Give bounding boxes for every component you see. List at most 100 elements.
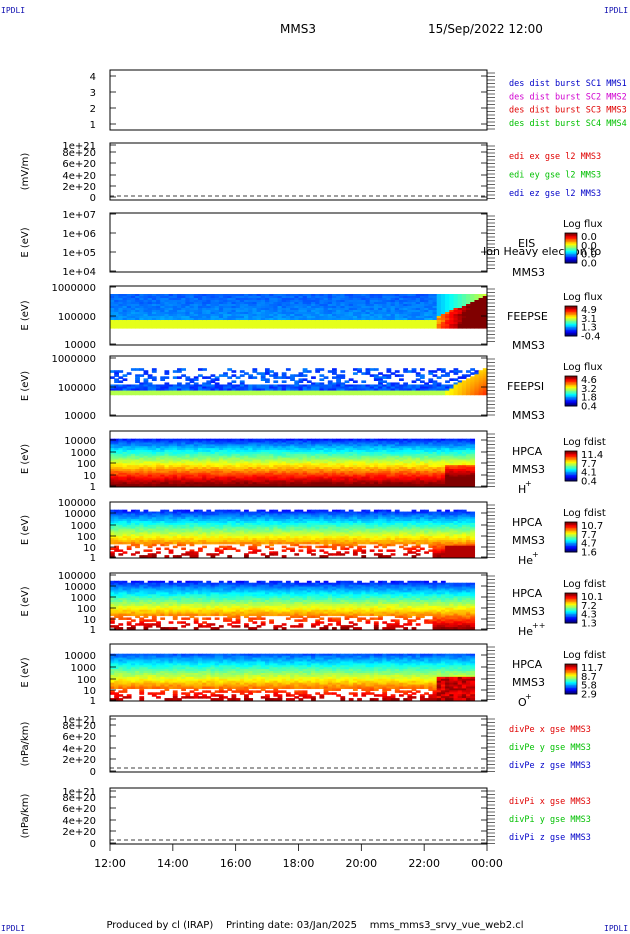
spectrogram-cell (461, 382, 467, 386)
spectrogram-cell (118, 300, 124, 303)
spectrogram-cell (419, 320, 425, 323)
spectrogram-cell (260, 322, 266, 325)
spectrogram-cell (361, 465, 367, 468)
spectrogram-cell (273, 386, 279, 390)
spectrogram-cell (386, 444, 392, 447)
spectrogram-cell (407, 322, 413, 325)
spectrogram-cell (445, 388, 450, 392)
spectrogram-cell (181, 470, 186, 474)
spectrogram-cell (126, 455, 132, 459)
spectrogram-cell (298, 478, 304, 481)
spectrogram-cell (273, 470, 279, 474)
spectrogram-cell (461, 480, 467, 483)
spectrogram-cell (311, 478, 316, 481)
spectrogram-cell (432, 294, 438, 297)
spectrogram-cell (135, 388, 140, 392)
spectrogram-cell (453, 308, 459, 311)
spectrogram-cell (290, 440, 295, 444)
spectrogram-cell (294, 308, 300, 311)
spectrogram-cell (114, 459, 119, 462)
spectrogram-cell (256, 444, 262, 447)
spectrogram-cell (218, 461, 224, 464)
spectrogram-cell (352, 392, 358, 396)
spectrogram-cell (172, 476, 178, 480)
spectrogram-cell (419, 296, 425, 299)
spectrogram-cell (457, 310, 463, 313)
spectrogram-cell (122, 388, 128, 392)
spectrogram-cell (357, 392, 362, 396)
spectrogram-cell (327, 446, 333, 449)
spectrogram-cell (319, 457, 325, 461)
spectrogram-cell (340, 382, 346, 386)
spectrogram-cell (126, 459, 132, 462)
spectrogram-cell (357, 312, 362, 315)
spectrogram-cell (348, 384, 354, 388)
spectrogram-cell (327, 467, 333, 470)
spectrogram-cell (151, 461, 157, 464)
spectrogram-cell (382, 314, 388, 317)
spectrogram-cell (218, 459, 224, 462)
spectrogram-cell (285, 306, 291, 309)
spectrogram-cell (411, 296, 417, 299)
spectrogram-cell (160, 519, 166, 522)
spectrogram-cell (189, 478, 195, 481)
spectrogram-cell (130, 513, 136, 516)
spectrogram-cell (394, 453, 400, 457)
spectrogram-cell (436, 314, 442, 317)
spectrogram-cell (470, 304, 476, 307)
spectrogram-cell (177, 438, 182, 442)
spectrogram-cell (164, 453, 170, 457)
spectrogram-cell (147, 545, 153, 549)
spectrogram-cell (264, 468, 270, 472)
spectrogram-cell (206, 476, 212, 480)
spectrogram-cell (336, 465, 341, 468)
spectrogram-cell (118, 509, 124, 513)
spectrogram-cell (189, 457, 195, 461)
spectrogram-cell (319, 472, 325, 476)
spectrogram-cell (151, 530, 157, 533)
spectrogram-cell (357, 298, 362, 301)
spectrogram-cell (415, 318, 421, 321)
spectrogram-cell (143, 384, 149, 388)
spectrogram-cell (428, 457, 434, 461)
spectrogram-cell (390, 326, 396, 329)
spectrogram-cell (373, 308, 379, 311)
spectrogram-cell (378, 306, 383, 309)
spectrogram-cell (218, 440, 224, 444)
spectrogram-cell (457, 457, 463, 461)
spectrogram-cell (143, 451, 149, 455)
spectrogram-cell (168, 484, 174, 487)
spectrogram-cell (369, 467, 375, 470)
spectrogram-cell (332, 390, 337, 394)
spectrogram-cell (390, 298, 396, 301)
spectrogram-cell (239, 386, 245, 390)
spectrogram-cell (394, 476, 400, 480)
spectrogram-cell (264, 453, 270, 457)
spectrogram-cell (336, 438, 341, 442)
spectrogram-cell (319, 302, 325, 305)
spectrogram-cell (143, 524, 149, 528)
spectrogram-cell (415, 484, 421, 487)
spectrogram-cell (411, 300, 417, 303)
spectrogram-cell (210, 296, 216, 299)
spectrogram-cell (189, 308, 195, 311)
spectrogram-cell (466, 370, 471, 373)
spectrogram-cell (407, 308, 413, 311)
spectrogram-cell (110, 453, 115, 457)
spectrogram-cell (386, 448, 392, 451)
spectrogram-cell (453, 453, 459, 457)
spectrogram-cell (440, 467, 446, 470)
spectrogram-cell (373, 442, 379, 445)
spectrogram-cell (248, 474, 254, 478)
spectrogram-cell (407, 294, 413, 297)
spectrogram-cell (340, 314, 346, 317)
spectrogram-cell (281, 312, 287, 315)
spectrogram-cell (147, 480, 153, 483)
spectrogram-cell (382, 465, 388, 468)
spectrogram-cell (332, 324, 337, 327)
spectrogram-cell (357, 322, 362, 325)
spectrogram-cell (336, 374, 341, 377)
spectrogram-cell (394, 482, 400, 485)
spectrogram-cell (172, 448, 178, 451)
spectrogram-cell (369, 390, 375, 394)
